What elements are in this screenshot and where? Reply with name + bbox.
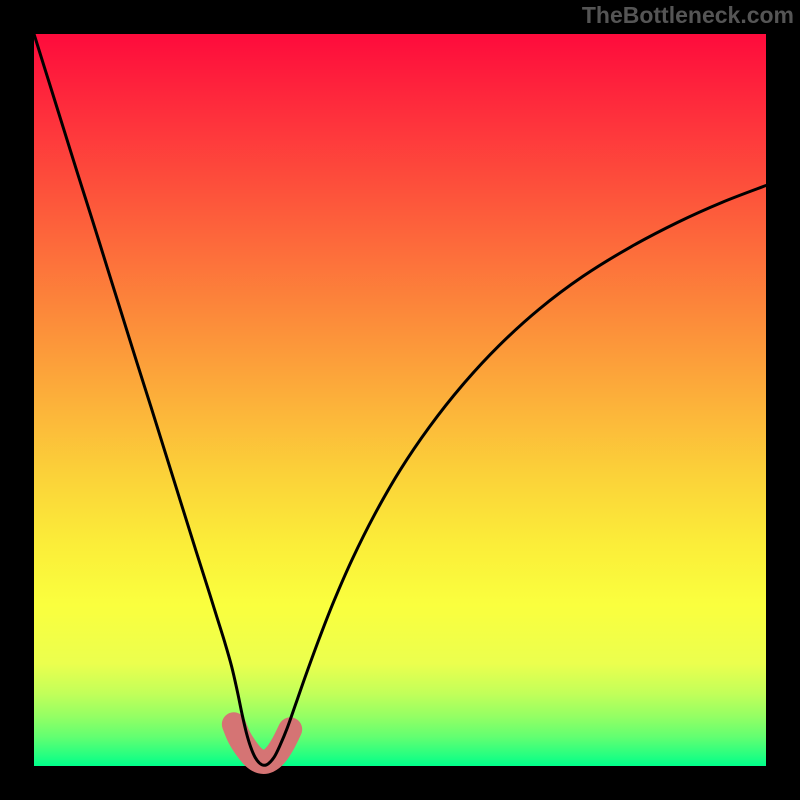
chart-gradient-background: [34, 34, 766, 766]
watermark-text: TheBottleneck.com: [582, 2, 794, 29]
dip-endpoint-left: [224, 714, 244, 734]
bottleneck-chart: [0, 0, 800, 800]
chart-stage: TheBottleneck.com: [0, 0, 800, 800]
